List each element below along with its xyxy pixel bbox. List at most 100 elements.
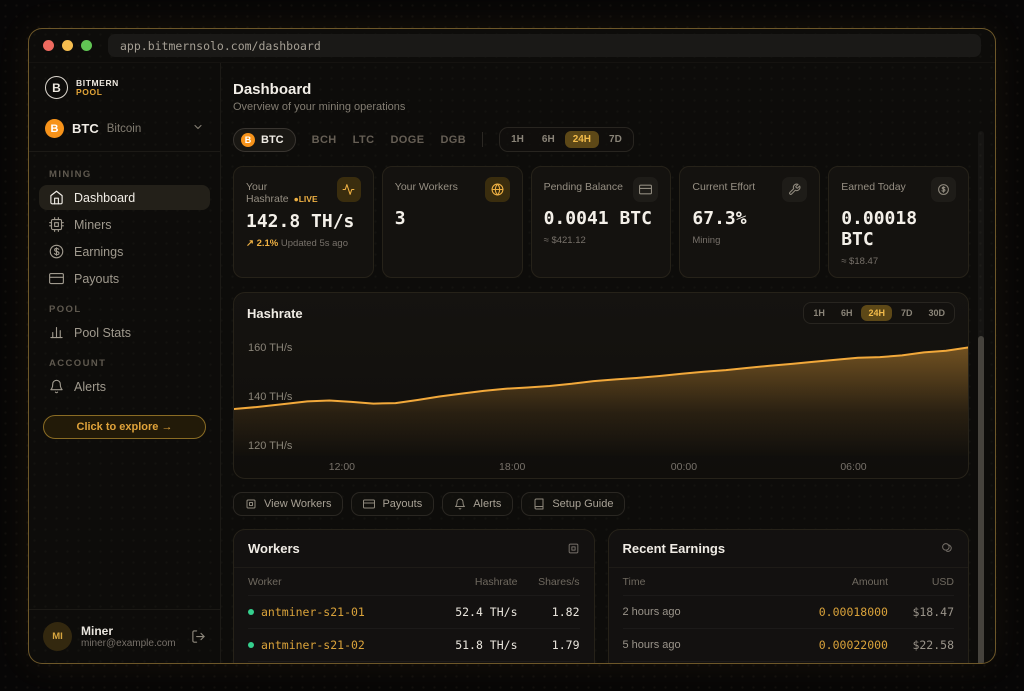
coin-name: Bitcoin (106, 122, 142, 135)
range-1h[interactable]: 1H (511, 134, 524, 145)
range-7d[interactable]: 7D (609, 134, 622, 145)
chevron-down-icon (192, 120, 204, 138)
avatar: MI (43, 622, 72, 651)
action-label: Alerts (473, 498, 502, 510)
url-bar[interactable]: app.bitmernsolo.com/dashboard (108, 34, 981, 57)
bitcoin-icon: B (241, 132, 255, 147)
stat-value: 67.3% (692, 208, 747, 229)
globe-icon (484, 177, 510, 202)
y-axis-tick: 140 TH/s (248, 391, 293, 403)
cpu-icon (568, 543, 578, 554)
user-name: Miner (81, 624, 114, 638)
stat-card-current-effort: Current Effort 67.3% Mining (679, 166, 821, 278)
workers-table-header: Worker Hashrate Shares/s (248, 576, 580, 588)
stat-label: Your Hashrate ●LIVE (246, 181, 318, 205)
table-row[interactable]: antminer-s21-02 51.8 TH/s 1.79 (248, 628, 580, 661)
alerts-button[interactable]: Alerts (442, 492, 514, 516)
tab-coin-doge[interactable]: DOGE (390, 133, 425, 146)
payouts-button[interactable]: Payouts (351, 492, 435, 516)
x-axis-tick: 06:00 (840, 461, 867, 473)
table-row[interactable]: 8 hours ago 0.00019000 $19.50 (622, 661, 954, 663)
maximize-window-button[interactable] (81, 40, 92, 51)
browser-titlebar: app.bitmernsolo.com/dashboard (29, 29, 995, 63)
stat-label: Earned Today (841, 181, 906, 193)
chart-range-24h[interactable]: 24H (861, 305, 892, 321)
chart-range-30d[interactable]: 30D (928, 308, 945, 318)
chart-range-group: 1H 6H 24H 7D 30D (803, 302, 955, 324)
chart-range-1h[interactable]: 1H (813, 308, 825, 318)
home-icon (50, 190, 63, 205)
card-icon (363, 499, 376, 509)
tab-label: BTC (261, 133, 284, 146)
sidebar-item-dashboard[interactable]: Dashboard (39, 185, 210, 210)
cpu-icon (246, 499, 256, 509)
user-footer: MI Miner miner@example.com (29, 609, 220, 663)
wallet-icon (633, 177, 659, 202)
range-6h[interactable]: 6H (541, 134, 555, 145)
tab-coin-bch[interactable]: BCH (311, 133, 337, 146)
divider (482, 132, 484, 147)
coin-icon (931, 177, 956, 202)
chart-range-7d[interactable]: 7D (900, 308, 913, 318)
x-axis-tick: 00:00 (670, 461, 698, 473)
table-row[interactable]: antminer-s21-01 52.4 TH/s 1.82 (248, 595, 580, 628)
sidebar-item-earnings[interactable]: Earnings (39, 239, 210, 264)
y-axis-tick: 120 TH/s (248, 440, 293, 452)
tab-coin-dgb[interactable]: DGB (440, 133, 467, 146)
stat-label: Current Effort (692, 181, 756, 193)
earnings-table-header: Time Amount USD (622, 576, 955, 588)
tab-coin-btc[interactable]: B BTC (233, 127, 296, 152)
bitcoin-icon: B (45, 119, 64, 138)
tab-coin-ltc[interactable]: LTC (352, 133, 375, 146)
sidebar-item-miners[interactable]: Miners (39, 212, 210, 237)
main-content: Dashboard Overview of your mining operat… (221, 63, 995, 663)
sidebar-item-alerts[interactable]: Alerts (39, 374, 210, 399)
action-label: Payouts (382, 498, 423, 510)
brand-line2: POOL (76, 86, 103, 97)
stat-value: 0.0041 BTC (543, 208, 652, 229)
minimize-window-button[interactable] (62, 40, 73, 51)
stat-sub: ↗ 2.1% Updated 5s ago (246, 238, 348, 249)
online-status-dot (248, 609, 254, 615)
book-icon (534, 498, 544, 510)
action-label: Setup Guide (552, 498, 614, 510)
brand-mark-icon: B (45, 76, 68, 99)
coin-selector[interactable]: B BTC Bitcoin (29, 109, 220, 152)
activity-icon (337, 177, 361, 202)
sidebar-item-payouts[interactable]: Payouts (39, 266, 210, 291)
bell-icon (455, 498, 466, 510)
table-row[interactable]: 2 hours ago 0.00018000 $18.47 (622, 595, 954, 628)
chart-range-6h[interactable]: 6H (840, 308, 853, 318)
explore-button[interactable]: Click to explore → (43, 415, 206, 439)
view-workers-button[interactable]: View Workers (233, 492, 344, 516)
quick-actions: View Workers Payouts Alerts Setup Guide (233, 492, 969, 516)
stat-label: Pending Balance (543, 181, 623, 193)
logout-icon[interactable] (191, 629, 206, 644)
range-24h[interactable]: 24H (564, 131, 600, 148)
scrollbar-track[interactable] (978, 131, 984, 663)
x-axis-tick: 18:00 (499, 461, 526, 473)
stat-sub: ≈ $18.47 (841, 256, 879, 267)
scrollbar-thumb[interactable] (978, 336, 984, 663)
stat-value: 142.8 TH/s (246, 211, 355, 232)
stat-label: Your Workers (394, 181, 458, 193)
url-text: app.bitmernsolo.com/dashboard (120, 38, 321, 53)
hashrate-chart-panel: Hashrate 1H 6H 24H 7D 30D (233, 292, 969, 479)
online-status-dot (248, 642, 254, 648)
cpu-icon (49, 217, 64, 232)
nav-section-pool: POOL (49, 304, 82, 315)
x-axis-tick: 12:00 (328, 461, 356, 473)
sidebar-item-label: Miners (74, 217, 112, 232)
sidebar-nav: MINING Dashboard Miners Earnings Payouts (29, 152, 220, 609)
workers-panel-title: Workers (248, 541, 300, 556)
sidebar-item-label: Payouts (74, 271, 120, 286)
setup-guide-button[interactable]: Setup Guide (521, 492, 626, 516)
table-row[interactable]: antminer-s19-03 38.6 TH/s 1.34 (248, 661, 580, 663)
stat-card-earned-today: Earned Today 0.00018 BTC ≈ $18.47 (828, 166, 969, 278)
stat-sub: ≈ $421.12 (543, 235, 586, 246)
pickaxe-icon (782, 177, 808, 202)
table-row[interactable]: 5 hours ago 0.00022000 $22.58 (622, 628, 954, 661)
bell-icon (50, 379, 63, 394)
close-window-button[interactable] (43, 40, 54, 51)
sidebar-item-pool-stats[interactable]: Pool Stats (39, 320, 210, 345)
